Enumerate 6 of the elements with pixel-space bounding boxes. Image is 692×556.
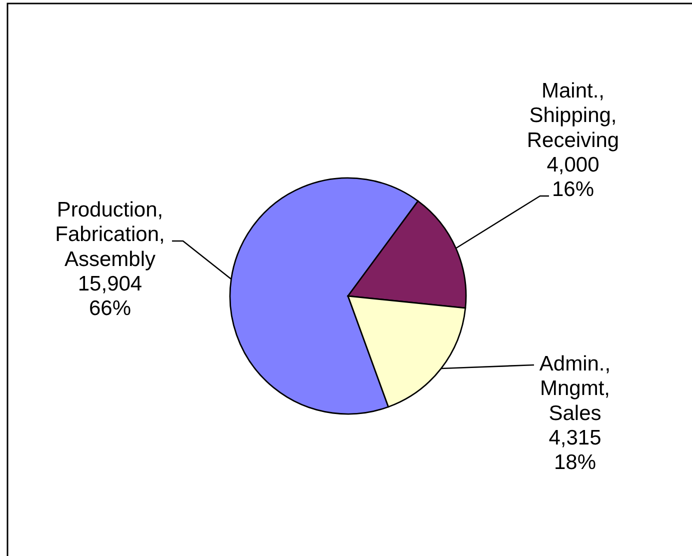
slice-label: Admin., Mngmt, Sales — [539, 352, 611, 425]
data-label: 4,000 16% — [546, 153, 600, 202]
slice-label: Maint., Shipping, Receiving — [526, 79, 620, 152]
data-label: 15,904 66% — [78, 272, 142, 320]
slice-label: Production, Fabrication, Assembly — [55, 198, 165, 271]
data-label: 4,315 18% — [548, 426, 602, 474]
